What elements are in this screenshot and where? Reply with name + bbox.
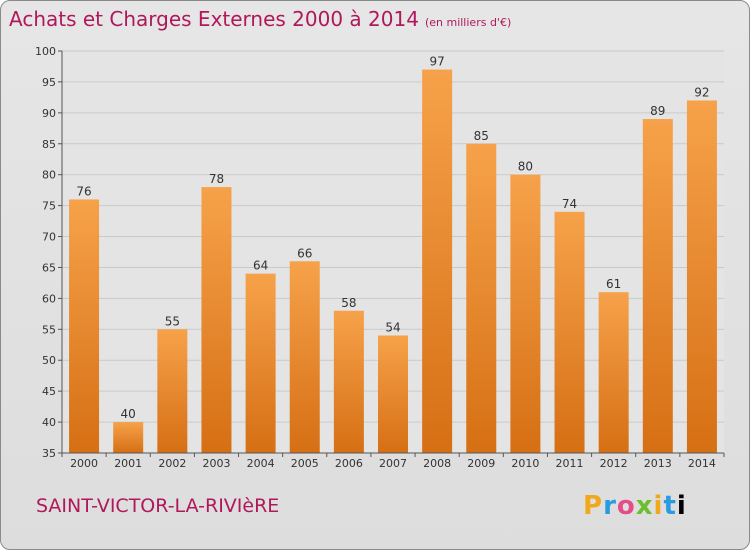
y-tick-label: 60 (42, 292, 56, 305)
x-tick-label: 2013 (644, 457, 672, 470)
y-tick-label: 100 (35, 45, 56, 58)
bar-value-label: 89 (650, 104, 665, 118)
x-tick-label: 2006 (335, 457, 363, 470)
bar (686, 100, 717, 453)
bar-value-label: 92 (694, 85, 709, 99)
bar (466, 143, 497, 453)
bar-value-label: 78 (209, 172, 224, 186)
bar-value-label: 64 (253, 259, 268, 273)
logo-letter: i (653, 491, 664, 521)
chart-title: Achats et Charges Externes 2000 à 2014 (e… (9, 7, 511, 31)
x-tick-label: 2012 (600, 457, 628, 470)
x-tick-label: 2008 (423, 457, 451, 470)
bar (598, 292, 629, 453)
bar (510, 174, 541, 453)
bar (642, 119, 673, 454)
y-tick-label: 85 (42, 138, 56, 151)
bar-value-label: 55 (165, 314, 180, 328)
logo-letter: r (603, 491, 617, 521)
y-tick-label: 35 (42, 447, 56, 460)
bar (245, 273, 276, 453)
y-tick-label: 45 (42, 385, 56, 398)
commune-name: SAINT-VICTOR-LA-RIVIèRE (36, 495, 280, 517)
proxiti-logo: Proxiti (583, 491, 687, 521)
bar-value-label: 85 (474, 129, 489, 143)
y-tick-label: 40 (42, 416, 56, 429)
bar-value-label: 66 (297, 246, 312, 260)
x-tick-label: 2005 (291, 457, 319, 470)
x-tick-label: 2007 (379, 457, 407, 470)
bar-value-label: 58 (341, 296, 356, 310)
x-tick-label: 2004 (247, 457, 275, 470)
logo-letter: P (583, 491, 604, 521)
bar (378, 335, 408, 453)
bar (157, 329, 188, 453)
logo-letter: x (635, 491, 654, 521)
y-tick-label: 75 (42, 200, 56, 213)
logo-letter: o (616, 491, 636, 521)
logo-letter: i (676, 491, 687, 521)
x-tick-label: 2011 (556, 457, 584, 470)
bar (289, 261, 320, 453)
bar-value-label: 40 (121, 407, 136, 421)
y-tick-label: 55 (42, 323, 56, 336)
y-tick-label: 80 (42, 169, 56, 182)
bar (422, 69, 453, 454)
x-tick-label: 2002 (158, 457, 186, 470)
y-tick-label: 95 (42, 76, 56, 89)
y-tick-label: 70 (42, 231, 56, 244)
x-tick-label: 2014 (688, 457, 716, 470)
bar-value-label: 80 (518, 160, 533, 174)
x-tick-label: 2009 (467, 457, 495, 470)
bar-value-label: 54 (385, 320, 400, 334)
bar (113, 422, 144, 453)
y-axis: 35 40 45 50 55 60 65 70 75 80 85 90 95 100 (35, 45, 63, 460)
bar-value-label: 61 (606, 277, 621, 291)
y-tick-label: 65 (42, 261, 56, 274)
chart-title-text: Achats et Charges Externes 2000 à 2014 (9, 7, 419, 31)
bar-value-label: 97 (429, 55, 444, 69)
x-tick-label: 2000 (70, 457, 98, 470)
bar (333, 310, 364, 453)
x-tick-label: 2010 (511, 457, 539, 470)
logo-letter: t (663, 491, 677, 521)
bar (201, 187, 232, 454)
y-tick-label: 90 (42, 107, 56, 120)
bar (554, 211, 585, 453)
bar-value-label: 74 (562, 197, 577, 211)
bar (69, 199, 100, 453)
chart-subtitle: (en milliers d'€) (424, 16, 512, 29)
x-tick-label: 2001 (114, 457, 142, 470)
y-tick-label: 50 (42, 354, 56, 367)
x-axis: 2000 2001 2002 2003 2004 2005 2006 2007 2008 2009… (61, 452, 725, 470)
bars: 76 40 55 78 64 66 58 54 97 85 80 74 61 89 92 (69, 55, 717, 454)
x-tick-label: 2003 (202, 457, 230, 470)
bar-value-label: 76 (76, 184, 91, 198)
